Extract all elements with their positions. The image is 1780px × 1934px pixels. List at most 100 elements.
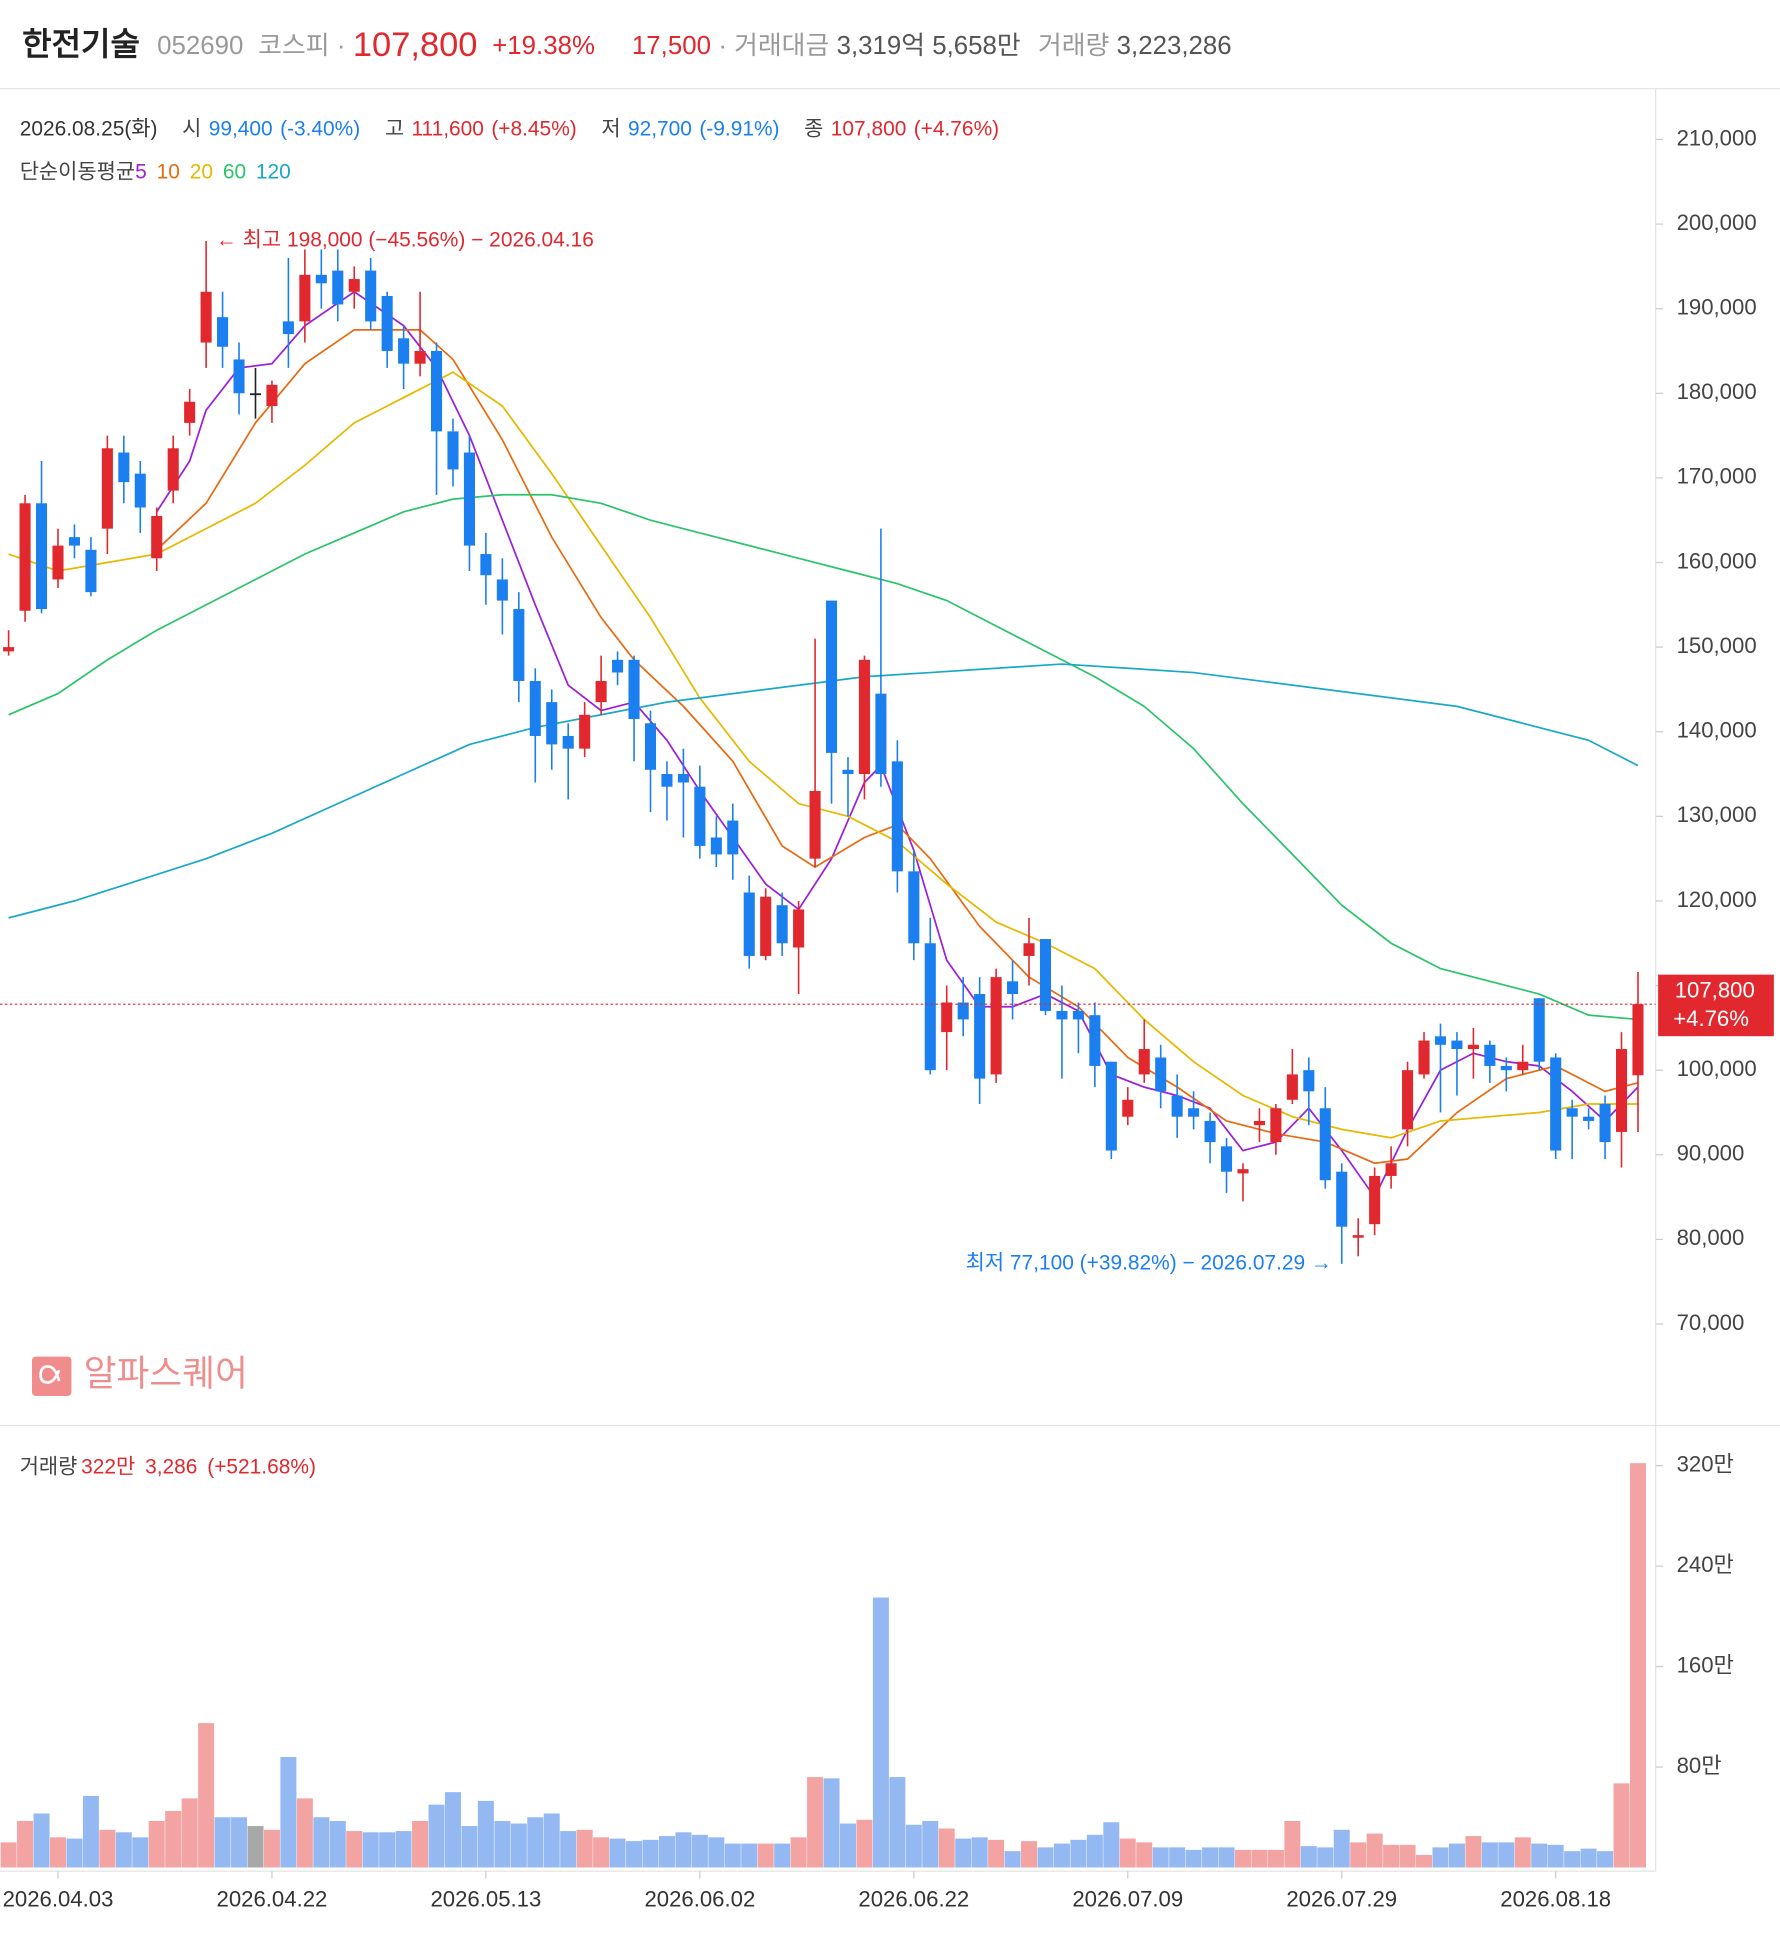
moving-average [8,371,1638,1139]
volume-bar [757,1843,774,1868]
candle-body [1007,981,1019,995]
y-tick-label: 160만 [1677,1652,1734,1677]
volume-bar [296,1798,313,1868]
y-tick-label: 120,000 [1677,887,1757,912]
volume-bar [807,1777,824,1868]
ma-legend-title: 단순이동평균 [20,160,135,183]
candle-body [941,1002,953,1033]
candle-body [1434,1036,1447,1045]
volume-bar [1333,1829,1350,1868]
info-value: 107,800 [831,117,907,140]
candle-body [101,448,113,529]
volume-bar [1169,1847,1186,1868]
volume: 3,223,286 [1117,32,1232,60]
candle-body [1615,1049,1628,1132]
volume-bar [1580,1848,1597,1868]
y-tick-label: 80만 [1677,1753,1722,1778]
candle-body [3,647,15,652]
candle-body [1500,1065,1512,1071]
candle-body [365,270,377,322]
candle-body [1039,939,1052,1011]
candle-body [842,769,854,775]
info-label: 고 [385,117,404,140]
candle-body [447,431,459,470]
x-tick-label: 2026.06.02 [644,1887,755,1912]
volume-bar [1284,1821,1301,1868]
candle-body [562,735,574,749]
text-line: 한전기술 052690 코스피 · 107,800 +19.38% 17,500 · 거래대금… [22,26,1231,64]
volume-legend-extra: 3,286 [145,1455,197,1478]
candle-body [1122,1099,1134,1117]
info-value: 111,600 [411,117,483,140]
info-change: (-3.40%) [280,117,360,140]
text-line: 거래량 322만 3,286 (+521.68%) [20,1455,316,1478]
volume-bar [658,1836,675,1868]
volume-bar [148,1821,165,1868]
candle-body [282,321,294,335]
candle-body [167,448,179,491]
info-date: 2026.08.25(화) [20,117,158,140]
volume-bar [593,1837,610,1868]
volume-label: 거래량 [1038,31,1109,60]
volume-bar [1251,1849,1268,1868]
candle-body [266,384,278,406]
volume-bar [49,1837,66,1868]
volume-bar [1119,1838,1136,1868]
text-line: 2026.08.25(화) 시 99,400 (-3.40%) 고 111,600 (+8.… [20,117,999,140]
volume-bar [362,1832,379,1868]
candle-body [414,350,426,364]
y-tick-label: 170,000 [1677,464,1757,489]
volume-bar [1218,1847,1235,1868]
candle-body [661,774,673,787]
candle-body [1155,1057,1167,1092]
volume-bar [428,1804,445,1868]
volume-bar [922,1821,939,1868]
trade-value: 3,319억 5,658만 [837,31,1021,60]
candle-body [793,909,805,948]
volume-bar [329,1821,346,1868]
candle-body [1286,1074,1298,1100]
candle-body [513,609,525,681]
separator: · [337,32,346,60]
y-tick-label: 130,000 [1677,802,1757,827]
candle-body [579,714,591,749]
trade-value-label: · 거래대금 [718,31,829,60]
candle-body [332,270,344,305]
volume-bar [872,1597,889,1868]
volume-bar [1004,1851,1021,1868]
candle-body [1023,943,1035,956]
volume-bar [576,1829,593,1868]
candle-body [628,659,640,720]
volume-bar [1399,1844,1416,1868]
volume-bar [1465,1836,1482,1868]
candle-body [727,820,739,855]
x-tick-label: 2026.04.22 [217,1887,328,1912]
volume-bar [1185,1849,1202,1868]
volume-bar [247,1826,264,1868]
volume-bar [1448,1843,1465,1868]
info-value: 92,700 [628,117,692,140]
volume-bar [560,1831,577,1868]
volume-bar [346,1831,363,1868]
candle-body [1072,1010,1084,1020]
candle-body [529,680,541,736]
price: 107,800 [353,26,478,64]
volume-bar [1267,1849,1284,1868]
volume-bar [0,1842,17,1868]
legend-entry: 20 [190,160,213,183]
volume-bar [231,1817,248,1868]
candle-body [546,702,558,745]
candle-body [19,503,31,611]
volume-bar [214,1817,231,1868]
candle-body [1220,1146,1233,1172]
volume-bar [1383,1844,1400,1868]
candle-body [990,977,1002,1075]
candle-body [184,401,196,423]
volume-legend-title: 거래량 [20,1455,78,1478]
volume-bar [510,1823,527,1868]
candle-body [809,790,821,859]
volume-bar [724,1843,741,1868]
volume-bar [263,1829,280,1868]
